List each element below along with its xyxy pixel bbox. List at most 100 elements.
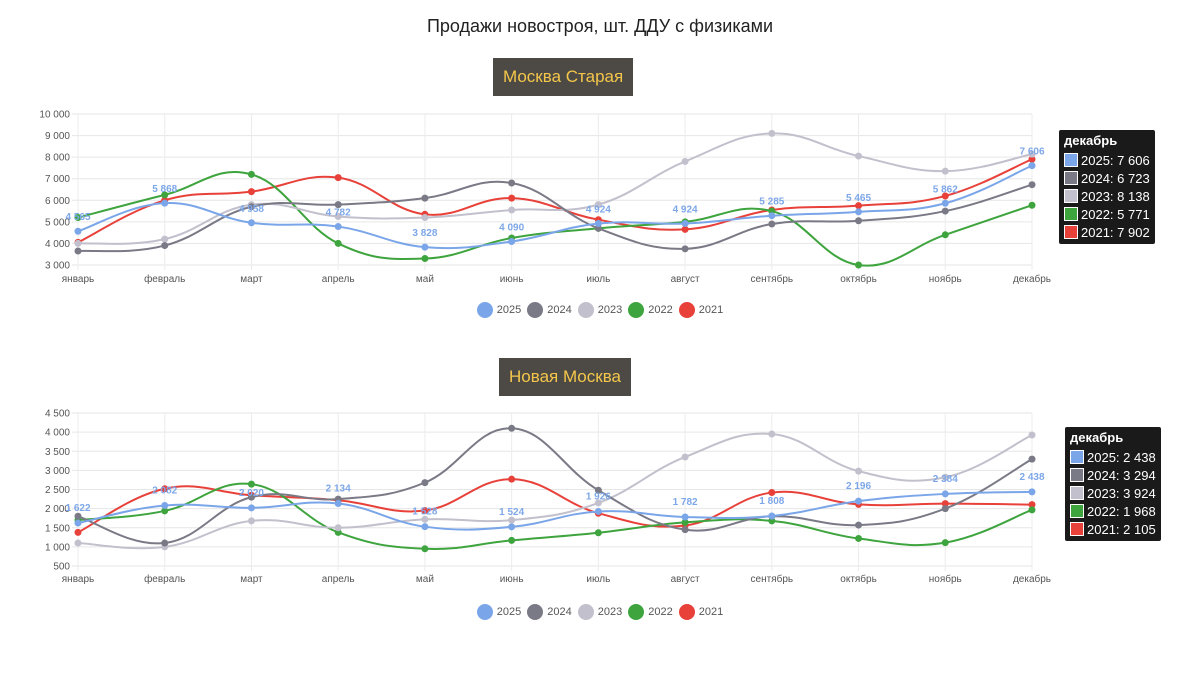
data-point-2024[interactable] (941, 505, 949, 513)
data-point-2021[interactable] (1028, 155, 1036, 163)
data-point-2022[interactable] (421, 545, 429, 553)
data-point-2023[interactable] (508, 206, 516, 214)
data-point-2022[interactable] (247, 170, 255, 178)
legend-item-2023[interactable]: 2023 (577, 302, 622, 318)
legend-item-2023[interactable]: 2023 (577, 604, 622, 620)
data-point-2023[interactable] (855, 152, 863, 160)
data-point-2025[interactable] (421, 243, 429, 251)
data-point-2025[interactable] (334, 499, 342, 507)
data-point-2022[interactable] (681, 518, 689, 526)
data-point-2021[interactable] (681, 225, 689, 233)
data-point-2023[interactable] (768, 129, 776, 137)
data-point-2023[interactable] (1028, 150, 1036, 158)
data-point-2025[interactable] (74, 227, 82, 235)
data-point-2025[interactable] (161, 501, 169, 509)
data-point-2022[interactable] (1028, 201, 1036, 209)
data-point-2025[interactable] (855, 497, 863, 505)
legend-item-2021[interactable]: 2021 (678, 604, 723, 620)
data-point-2022[interactable] (74, 214, 82, 222)
data-point-2025[interactable] (594, 219, 602, 227)
data-point-2025[interactable] (161, 199, 169, 207)
data-point-2022[interactable] (161, 507, 169, 515)
data-point-2022[interactable] (247, 480, 255, 488)
data-point-2022[interactable] (855, 261, 863, 269)
data-point-2024[interactable] (74, 512, 82, 520)
data-point-2025[interactable] (855, 208, 863, 216)
data-point-2025[interactable] (247, 219, 255, 227)
data-point-2021[interactable] (334, 174, 342, 182)
data-point-2023[interactable] (768, 430, 776, 438)
data-point-2021[interactable] (768, 489, 776, 497)
data-point-2025[interactable] (1028, 488, 1036, 496)
data-point-2025[interactable] (74, 519, 82, 527)
data-point-2024[interactable] (74, 247, 82, 255)
data-point-2024[interactable] (421, 194, 429, 202)
data-point-2024[interactable] (594, 486, 602, 494)
data-point-2024[interactable] (161, 242, 169, 250)
data-point-2022[interactable] (855, 534, 863, 542)
data-point-2025[interactable] (508, 523, 516, 531)
legend-item-2025[interactable]: 2025 (476, 302, 521, 318)
data-point-2022[interactable] (941, 231, 949, 239)
data-point-2023[interactable] (421, 214, 429, 222)
data-point-2024[interactable] (1028, 455, 1036, 463)
legend-item-2024[interactable]: 2024 (527, 604, 572, 620)
data-point-2023[interactable] (941, 473, 949, 481)
data-point-2025[interactable] (421, 523, 429, 531)
data-point-2021[interactable] (508, 475, 516, 483)
data-point-2022[interactable] (941, 539, 949, 547)
data-point-2024[interactable] (594, 224, 602, 232)
data-point-2025[interactable] (941, 199, 949, 207)
data-point-2025[interactable] (1028, 162, 1036, 170)
data-point-2023[interactable] (594, 201, 602, 209)
data-point-2021[interactable] (247, 188, 255, 196)
data-point-2024[interactable] (421, 479, 429, 487)
data-point-2023[interactable] (508, 516, 516, 524)
data-point-2021[interactable] (941, 500, 949, 508)
data-point-2023[interactable] (334, 212, 342, 220)
data-point-2021[interactable] (161, 485, 169, 493)
data-point-2023[interactable] (594, 499, 602, 507)
data-point-2022[interactable] (334, 239, 342, 247)
data-point-2021[interactable] (1028, 501, 1036, 509)
data-point-2021[interactable] (421, 507, 429, 515)
data-point-2022[interactable] (508, 536, 516, 544)
data-point-2025[interactable] (768, 212, 776, 220)
data-point-2022[interactable] (1028, 506, 1036, 514)
data-point-2023[interactable] (161, 235, 169, 243)
data-point-2024[interactable] (334, 201, 342, 209)
data-point-2023[interactable] (1028, 431, 1036, 439)
data-point-2024[interactable] (247, 493, 255, 501)
data-point-2021[interactable] (74, 528, 82, 536)
data-point-2025[interactable] (681, 219, 689, 227)
data-point-2023[interactable] (74, 539, 82, 547)
data-point-2025[interactable] (508, 237, 516, 245)
data-point-2024[interactable] (855, 521, 863, 529)
data-point-2024[interactable] (161, 539, 169, 547)
data-point-2022[interactable] (594, 529, 602, 537)
data-point-2023[interactable] (681, 157, 689, 165)
data-point-2022[interactable] (421, 255, 429, 263)
data-point-2025[interactable] (941, 490, 949, 498)
data-point-2025[interactable] (768, 512, 776, 520)
legend-item-2022[interactable]: 2022 (628, 604, 673, 620)
legend-item-2025[interactable]: 2025 (476, 604, 521, 620)
data-point-2025[interactable] (681, 513, 689, 521)
data-point-2025[interactable] (247, 504, 255, 512)
data-point-2024[interactable] (941, 207, 949, 215)
data-point-2025[interactable] (594, 507, 602, 515)
data-point-2023[interactable] (74, 239, 82, 247)
data-point-2021[interactable] (941, 192, 949, 200)
data-point-2023[interactable] (681, 453, 689, 461)
data-point-2021[interactable] (855, 202, 863, 210)
data-point-2021[interactable] (508, 194, 516, 202)
legend-item-2021[interactable]: 2021 (678, 302, 723, 318)
data-point-2024[interactable] (1028, 181, 1036, 189)
data-point-2024[interactable] (508, 424, 516, 432)
data-point-2023[interactable] (421, 515, 429, 523)
data-point-2024[interactable] (855, 217, 863, 225)
legend-item-2024[interactable]: 2024 (527, 302, 572, 318)
data-point-2024[interactable] (768, 220, 776, 228)
data-point-2025[interactable] (334, 223, 342, 231)
data-point-2023[interactable] (941, 167, 949, 175)
